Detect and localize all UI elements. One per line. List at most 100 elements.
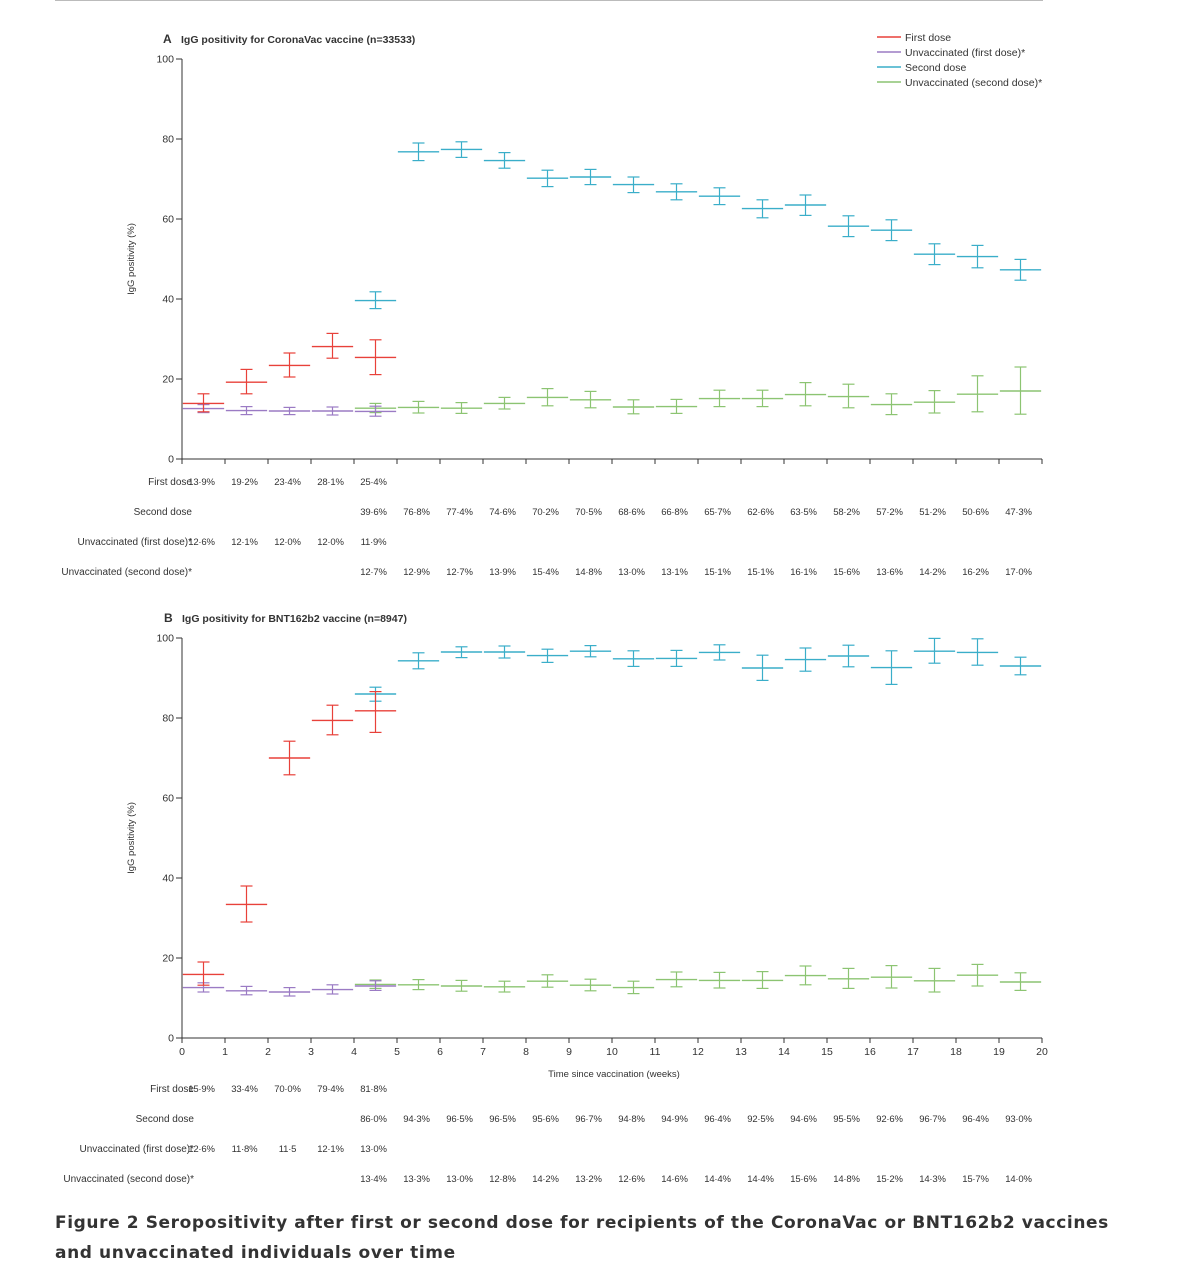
table-value-unvacc_first: 12·6% [188,537,215,548]
table-value-second: 63·5% [790,507,817,518]
table-value-second: 58·2% [833,507,860,518]
panel-title: IgG positivity for CoronaVac vaccine (n=… [181,34,415,46]
table-value-first: 33·4% [231,1084,258,1095]
table-value-first: 15·9% [188,1084,215,1095]
table-value-unvacc_second: 14·8% [833,1174,860,1185]
table-value-second: 96·5% [489,1114,516,1125]
table-value-unvacc_second: 14·4% [704,1174,731,1185]
y-tick-label: 60 [162,214,174,226]
table-value-first: 19·2% [231,477,258,488]
table-value-second: 65·7% [704,507,731,518]
table-row-label-first: First dose [148,477,192,488]
table-row-label-unvacc_first: Unvaccinated (first dose)* [80,1144,195,1155]
table-value-second: 50·6% [962,507,989,518]
table-value-unvacc_first: 12·0% [274,537,301,548]
figure-caption: Figure 2 Seropositivity after first or s… [55,1208,1115,1268]
table-row-label-unvacc_second: Unvaccinated (second dose)* [61,567,192,578]
table-value-second: 51·2% [919,507,946,518]
table-value-second: 66·8% [661,507,688,518]
table-value-unvacc_second: 14·6% [661,1174,688,1185]
table-value-unvacc_second: 13·1% [661,567,688,578]
table-value-second: 96·4% [962,1114,989,1125]
series-second [354,141,1042,310]
x-tick-label: 10 [606,1046,618,1058]
table-value-unvacc_second: 15·6% [833,567,860,578]
table-value-unvacc_second: 15·1% [704,567,731,578]
table-value-second: 96·7% [919,1114,946,1125]
y-tick-label: 20 [162,374,174,386]
table-value-unvacc_second: 13·2% [575,1174,602,1185]
legend-label-first: First dose [905,32,951,44]
y-tick-label: 0 [168,454,174,466]
table-value-first: 28·1% [317,477,344,488]
table-value-unvacc_first: 11·5 [279,1144,297,1155]
table-row-label-unvacc_first: Unvaccinated (first dose)* [78,537,193,548]
table-value-unvacc_second: 14·2% [532,1174,559,1185]
table-value-second: 77·4% [446,507,473,518]
x-tick-label: 5 [394,1046,400,1058]
table-value-second: 92·6% [876,1114,903,1125]
table-value-first: 25·4% [360,477,387,488]
x-tick-label: 14 [778,1046,790,1058]
table-value-unvacc_second: 14·2% [919,567,946,578]
top-rule [55,0,1043,1]
table-value-second: 96·7% [575,1114,602,1125]
y-tick-label: 100 [156,54,174,66]
table-value-second: 68·6% [618,507,645,518]
table-value-unvacc_first: 11·9% [361,537,388,548]
table-value-unvacc_second: 12·6% [618,1174,645,1185]
legend-label-second: Second dose [905,62,966,74]
x-tick-label: 3 [308,1046,314,1058]
x-tick-label: 19 [993,1046,1005,1058]
legend-label-unvacc_first: Unvaccinated (first dose)* [905,47,1025,59]
table-value-first: 23·4% [274,477,301,488]
table-value-second: 74·6% [489,507,516,518]
figure-canvas: First dose Unvaccinated (first dose)* Seco… [61,32,1048,1185]
table-row-label-second: Second dose [136,1114,195,1125]
x-tick-label: 7 [480,1046,486,1058]
table-value-second: 94·3% [403,1114,430,1125]
x-tick-label: 12 [692,1046,704,1058]
y-tick-label: 0 [168,1033,174,1045]
panel-letter: B [164,611,173,625]
table-value-second: 96·4% [704,1114,731,1125]
table-value-unvacc_first: 12·0% [317,537,344,548]
series-unvacc_first [182,404,397,417]
table-value-first: 81·8% [360,1084,387,1095]
y-tick-label: 80 [162,134,174,146]
table-value-second: 47·3% [1005,507,1032,518]
x-tick-label: 9 [566,1046,572,1058]
y-tick-label: 40 [162,294,174,306]
table-value-unvacc_second: 13·9% [489,567,516,578]
legend: First dose Unvaccinated (first dose)* Seco… [877,32,1042,89]
panel-a-chart: A IgG positivity for CoronaVac vaccine (n… [61,32,1043,578]
table-value-unvacc_second: 12·8% [489,1174,516,1185]
table-row-label-second: Second dose [134,507,193,518]
table-value-unvacc_second: 15·4% [532,567,559,578]
table-row-label-first: First dose [150,1084,194,1095]
y-axis-label: IgG positivity (%) [126,802,137,874]
table-value-second: 94·8% [618,1114,645,1125]
x-tick-label: 18 [950,1046,962,1058]
table-value-unvacc_first: 11·8% [232,1144,259,1155]
table-value-second: 62·6% [747,507,774,518]
panel-b-chart: B IgG positivity for BNT162b2 vaccine (n=… [63,611,1048,1185]
x-tick-label: 16 [864,1046,876,1058]
x-axis-label: Time since vaccination (weeks) [548,1069,680,1080]
table-value-unvacc_second: 12·7% [446,567,473,578]
x-tick-label: 4 [351,1046,357,1058]
legend-label-unvacc_second: Unvaccinated (second dose)* [905,77,1042,89]
y-axis-label: IgG positivity (%) [126,223,137,295]
table-value-second: 95·5% [833,1114,860,1125]
series-unvacc_first [182,980,397,997]
table-value-unvacc_second: 12·9% [403,567,430,578]
x-tick-label: 20 [1036,1046,1048,1058]
y-tick-label: 80 [162,713,174,725]
series-unvacc_second [354,963,1042,995]
series-first [182,690,397,986]
table-value-second: 70·5% [575,507,602,518]
y-tick-label: 100 [156,633,174,645]
table-value-unvacc_second: 15·7% [962,1174,989,1185]
panel-letter: A [163,32,172,46]
table-value-unvacc_second: 14·3% [919,1174,946,1185]
